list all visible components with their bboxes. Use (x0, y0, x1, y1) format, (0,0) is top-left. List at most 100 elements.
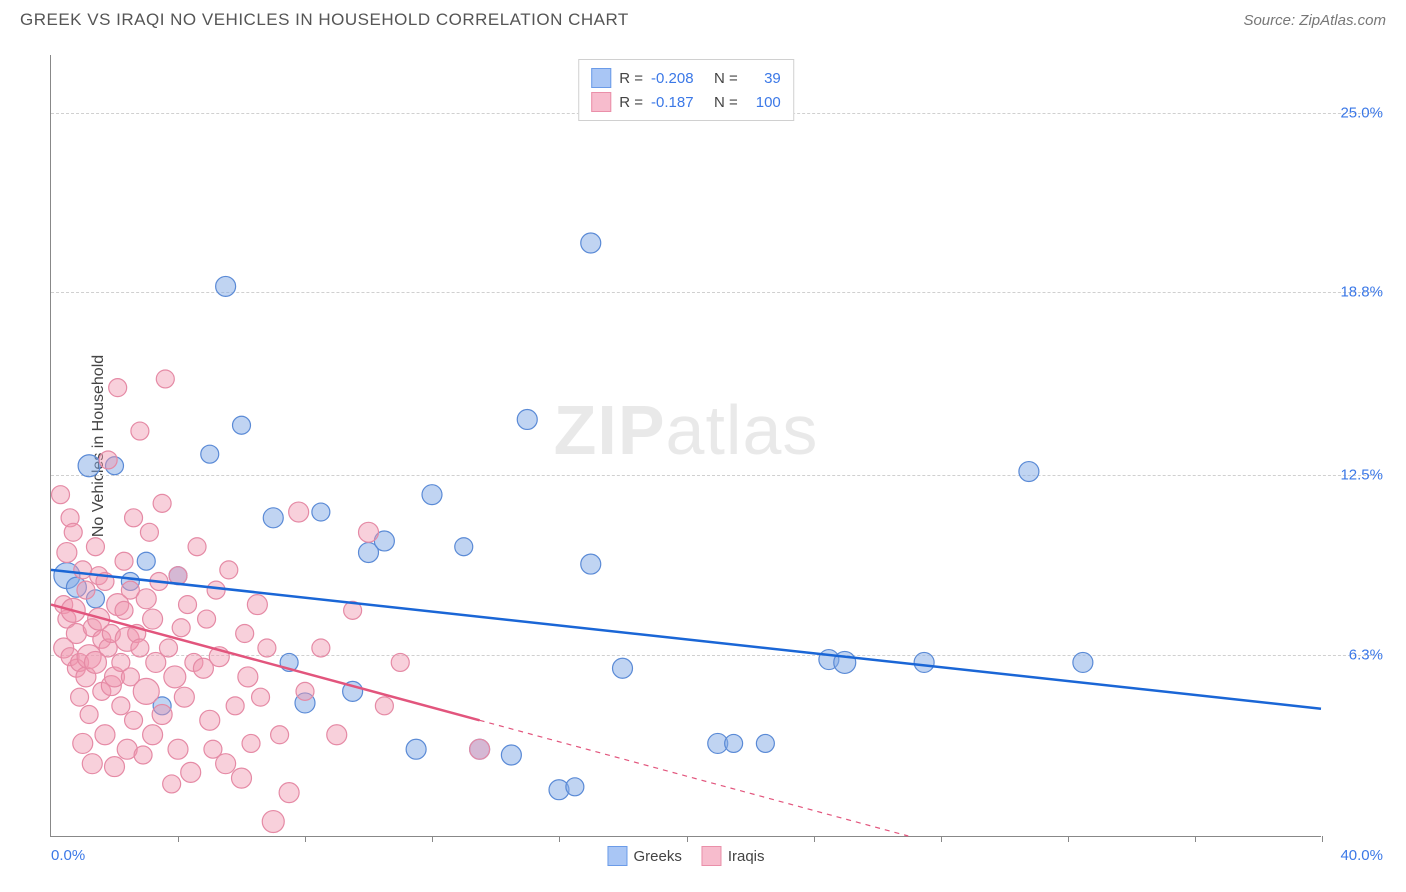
data-point (406, 739, 426, 759)
data-point (247, 595, 267, 615)
data-point (152, 705, 172, 725)
data-point (233, 416, 251, 434)
data-point (262, 811, 284, 833)
data-point (57, 543, 77, 563)
y-tick-label: 12.5% (1340, 466, 1383, 483)
data-point (422, 485, 442, 505)
data-point (756, 734, 774, 752)
data-point (181, 762, 201, 782)
data-point (1073, 652, 1093, 672)
data-point (143, 725, 163, 745)
data-point (327, 725, 347, 745)
data-point (99, 451, 117, 469)
data-point (201, 445, 219, 463)
data-point (74, 561, 92, 579)
data-point (517, 409, 537, 429)
data-point (216, 276, 236, 296)
data-point (179, 596, 197, 614)
data-point (109, 379, 127, 397)
x-tick (941, 836, 942, 842)
data-point (391, 653, 409, 671)
legend-n-label: N = (714, 70, 738, 87)
data-point (164, 666, 186, 688)
x-tick (1068, 836, 1069, 842)
data-point (125, 711, 143, 729)
series-legend: GreeksIraqis (607, 846, 764, 866)
series-name: Iraqis (728, 848, 765, 865)
data-point (163, 775, 181, 793)
legend-r-value: -0.208 (651, 70, 706, 87)
data-point (226, 697, 244, 715)
x-tick (1195, 836, 1196, 842)
data-point (258, 639, 276, 657)
data-point (232, 768, 252, 788)
data-point (131, 422, 149, 440)
data-point (64, 523, 82, 541)
data-point (156, 370, 174, 388)
y-tick-label: 6.3% (1349, 646, 1383, 663)
data-point (501, 745, 521, 765)
data-point (725, 734, 743, 752)
data-point (289, 502, 309, 522)
data-point (153, 494, 171, 512)
y-tick-label: 18.8% (1340, 284, 1383, 301)
trend-line-dashed (480, 720, 909, 836)
scatter-plot (51, 55, 1321, 836)
data-point (77, 581, 95, 599)
data-point (312, 639, 330, 657)
data-point (216, 754, 236, 774)
data-point (131, 639, 149, 657)
x-axis-max-label: 40.0% (1340, 847, 1383, 864)
data-point (82, 754, 102, 774)
data-point (263, 508, 283, 528)
legend-swatch (591, 92, 611, 112)
data-point (238, 667, 258, 687)
data-point (78, 455, 100, 477)
data-point (207, 581, 225, 599)
data-point (140, 523, 158, 541)
x-tick (178, 836, 179, 842)
data-point (914, 652, 934, 672)
data-point (581, 233, 601, 253)
legend-n-value: 39 (746, 70, 781, 87)
data-point (115, 552, 133, 570)
y-tick-label: 25.0% (1340, 104, 1383, 121)
data-point (296, 682, 314, 700)
legend-swatch (591, 68, 611, 88)
x-tick (1322, 836, 1323, 842)
data-point (105, 757, 125, 777)
data-point (174, 687, 194, 707)
legend-r-label: R = (619, 94, 643, 111)
legend-row: R =-0.187N =100 (591, 90, 781, 114)
chart-plot-area: ZIPatlas 6.3%12.5%18.8%25.0% R =-0.208N … (50, 55, 1321, 837)
data-point (312, 503, 330, 521)
data-point (198, 610, 216, 628)
legend-n-value: 100 (746, 94, 781, 111)
x-tick (814, 836, 815, 842)
correlation-legend: R = -0.208 N = 39 R =-0.187N =100 (578, 59, 794, 121)
data-point (220, 561, 238, 579)
data-point (112, 697, 130, 715)
data-point (455, 538, 473, 556)
x-tick (432, 836, 433, 842)
x-axis-min-label: 0.0% (51, 847, 85, 864)
legend-swatch (702, 846, 722, 866)
data-point (95, 725, 115, 745)
data-point (159, 639, 177, 657)
chart-title: GREEK VS IRAQI NO VEHICLES IN HOUSEHOLD … (20, 10, 629, 30)
data-point (271, 726, 289, 744)
data-point (566, 778, 584, 796)
data-point (1019, 462, 1039, 482)
data-point (236, 625, 254, 643)
data-point (52, 486, 70, 504)
data-point (80, 706, 98, 724)
data-point (279, 783, 299, 803)
data-point (137, 552, 155, 570)
data-point (375, 697, 393, 715)
x-tick (687, 836, 688, 842)
source-label: Source: ZipAtlas.com (1243, 12, 1386, 29)
x-tick (305, 836, 306, 842)
data-point (73, 733, 93, 753)
data-point (359, 522, 379, 542)
data-point (86, 538, 104, 556)
